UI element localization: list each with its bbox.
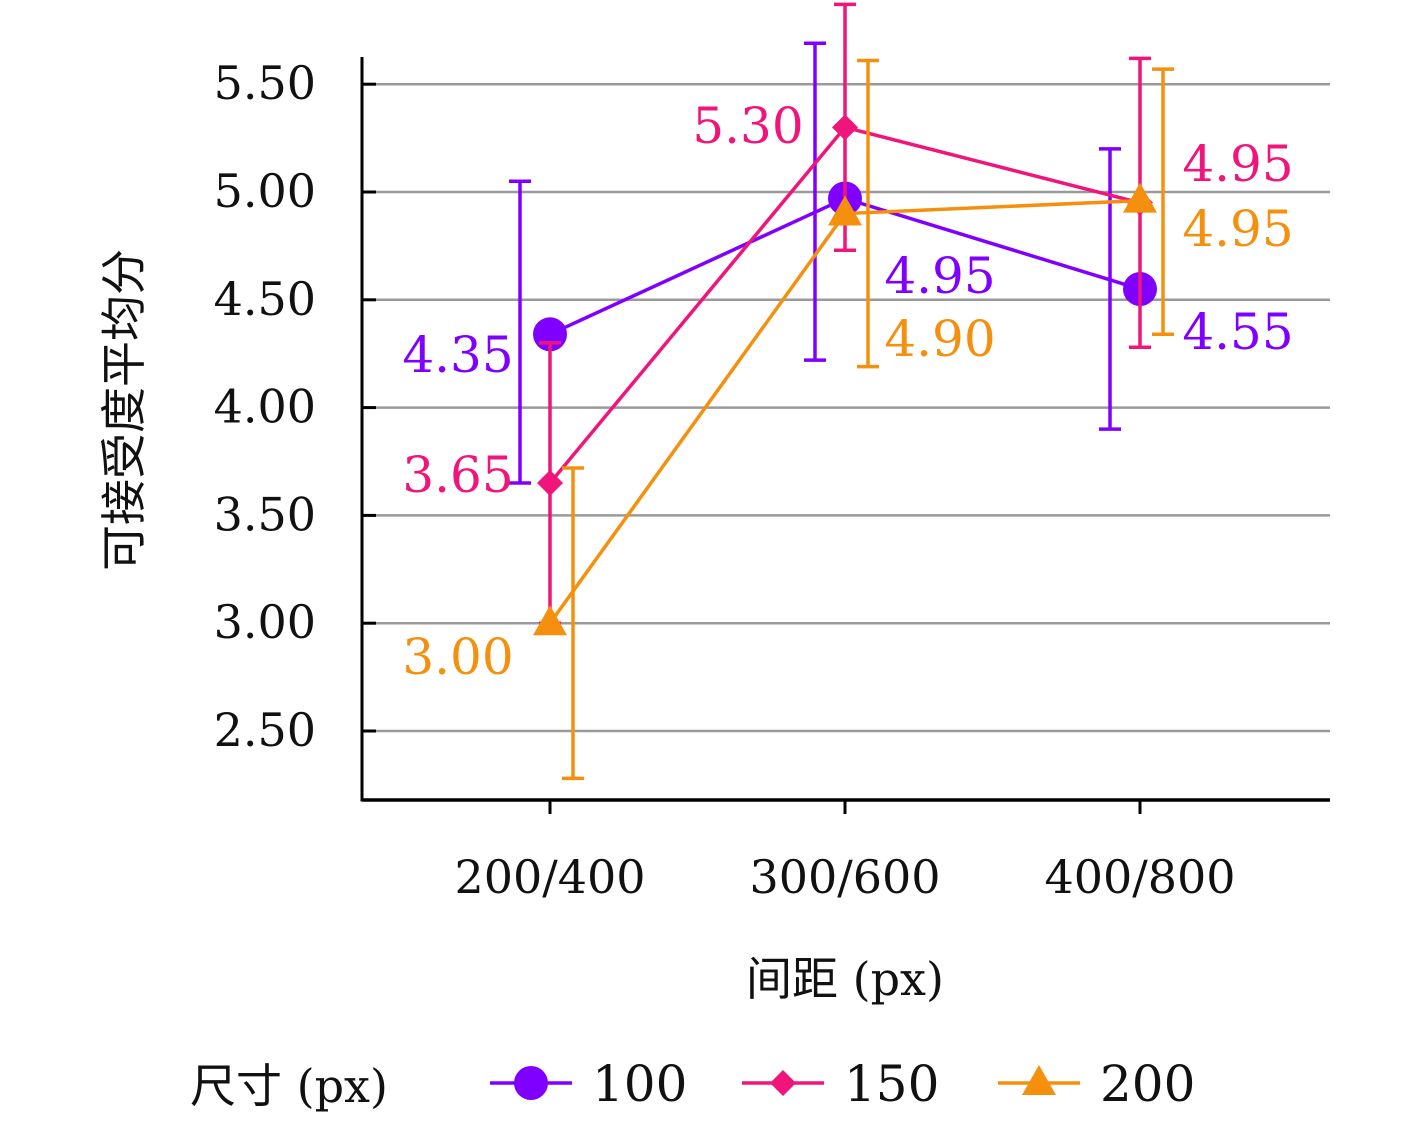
data-label: 4.95 (1182, 200, 1293, 258)
marker-triangle (1123, 182, 1157, 213)
marker-triangle (1022, 1065, 1056, 1095)
y-tick-label: 5.50 (214, 56, 316, 110)
y-tick-labels: 2.50 3.00 3.50 4.00 4.50 5.00 5.50 (214, 56, 316, 757)
series-150 (537, 2, 1153, 625)
series-200 (533, 58, 1174, 781)
y-tick-label: 4.50 (214, 272, 316, 326)
data-labels: 4.354.954.553.655.304.953.004.904.95 (402, 97, 1293, 686)
data-label: 4.35 (402, 326, 513, 384)
data-label: 4.90 (884, 310, 995, 368)
data-label: 3.00 (402, 628, 513, 686)
legend-title: 尺寸 (px) (190, 1059, 388, 1113)
legend: 尺寸 (px) 100 150 200 (190, 1055, 1195, 1113)
marker-circle (514, 1066, 548, 1100)
marker-triangle (828, 195, 862, 226)
plot-area (509, 2, 1174, 781)
legend-label: 100 (592, 1055, 687, 1113)
x-axis-label: 间距 (px) (746, 952, 944, 1006)
data-label: 4.95 (884, 247, 995, 305)
y-tick-label: 4.00 (214, 380, 316, 434)
legend-label: 200 (1100, 1055, 1195, 1113)
y-tick-label: 2.50 (214, 703, 316, 757)
y-tick-label: 3.00 (214, 595, 316, 649)
data-label: 3.65 (402, 446, 513, 504)
marker-triangle (533, 605, 567, 636)
data-label: 4.95 (1182, 135, 1293, 193)
x-tick-label: 400/800 (1044, 850, 1235, 904)
data-label: 4.55 (1182, 303, 1293, 361)
x-tick-labels: 200/400 300/600 400/800 (454, 850, 1235, 904)
data-label: 5.30 (692, 97, 803, 155)
marker-diamond (537, 470, 563, 497)
marker-diamond (832, 114, 858, 141)
legend-label: 150 (844, 1055, 939, 1113)
y-tick-label: 3.50 (214, 487, 316, 541)
x-tick-label: 200/400 (454, 850, 645, 904)
x-tick-label: 300/600 (749, 850, 940, 904)
y-axis-label: 可接受度平均分 (97, 249, 151, 571)
y-tick-label: 5.00 (214, 164, 316, 218)
series-line (548, 198, 1141, 625)
axes (360, 57, 1330, 814)
marker-diamond (770, 1070, 796, 1096)
